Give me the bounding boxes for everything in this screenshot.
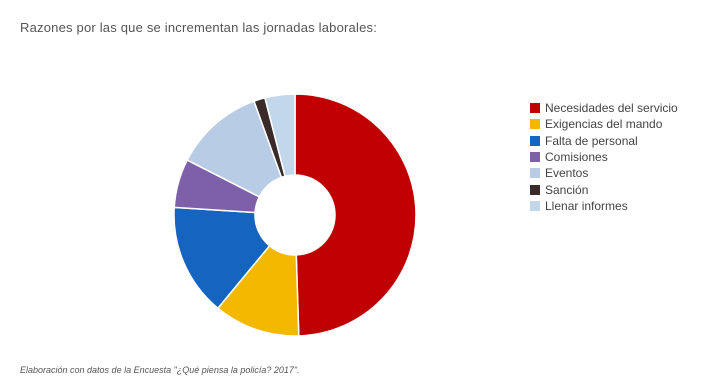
legend-label: Eventos <box>545 166 589 181</box>
legend-swatch <box>530 119 540 130</box>
legend-swatch <box>530 135 540 146</box>
legend-item: Sanción <box>530 181 678 197</box>
legend-swatch <box>530 152 540 163</box>
legend-item: Comisiones <box>530 149 678 165</box>
chart-legend: Necesidades del servicio Exigencias del m… <box>530 100 678 214</box>
slice-necesidades-del-servicio <box>294 93 417 337</box>
legend-swatch <box>530 103 540 114</box>
slice-llenar-informes <box>263 93 296 178</box>
source-note: Elaboración con datos de la Encuesta "¿Q… <box>20 365 300 375</box>
legend-swatch <box>530 200 540 211</box>
legend-label: Llenar informes <box>545 198 628 213</box>
chart-title: Razones por las que se incrementan las j… <box>20 20 378 35</box>
legend-label: Falta de personal <box>545 133 638 148</box>
slice-falta-de-personal <box>173 206 271 310</box>
legend-label: Necesidades del servicio <box>545 101 678 116</box>
legend-label: Exigencias del mando <box>545 117 663 132</box>
legend-item: Necesidades del servicio <box>530 100 678 116</box>
legend-item: Exigencias del mando <box>530 116 678 132</box>
legend-swatch <box>530 184 540 195</box>
legend-item: Eventos <box>530 165 678 181</box>
legend-item: Falta de personal <box>530 133 678 149</box>
legend-swatch <box>530 168 540 179</box>
legend-label: Sanción <box>545 182 589 197</box>
legend-label: Comisiones <box>545 150 608 165</box>
donut-slices <box>173 93 417 337</box>
legend-item: Llenar informes <box>530 198 678 214</box>
